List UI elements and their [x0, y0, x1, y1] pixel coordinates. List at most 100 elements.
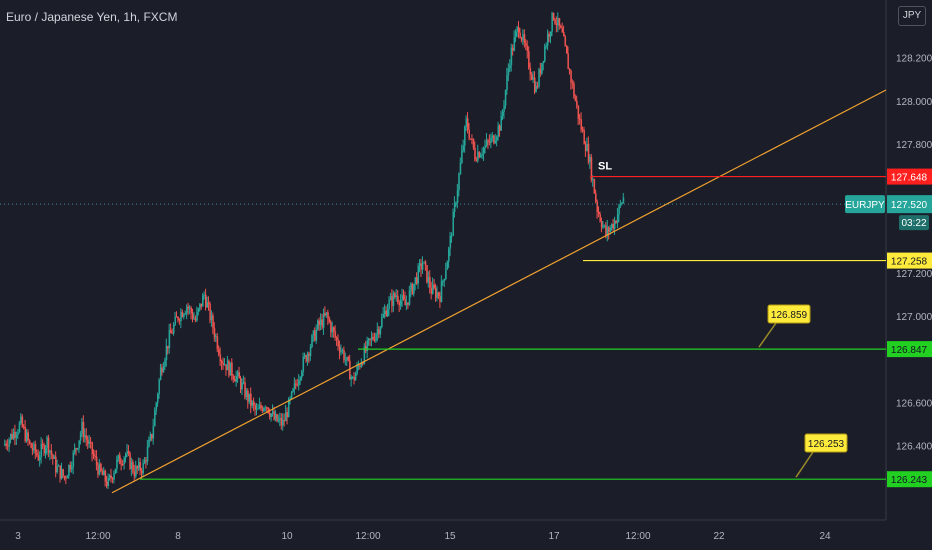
candle-body: [157, 394, 159, 403]
candle-body: [75, 448, 78, 450]
candle-body: [299, 377, 302, 381]
x-tick-label: 10: [281, 531, 293, 542]
candle-body: [167, 345, 169, 349]
candle-body: [197, 308, 200, 312]
candle-body: [330, 322, 332, 333]
candle-body: [158, 379, 160, 395]
price-label-text: 126.243: [891, 475, 928, 486]
y-tick-label: 126.400: [896, 441, 932, 452]
candle-body: [100, 463, 102, 471]
candle-body: [238, 372, 241, 379]
candle-body: [612, 223, 615, 229]
candle-body: [410, 284, 412, 291]
candle-body: [440, 281, 443, 302]
candle-body: [165, 345, 168, 361]
countdown-badge: [899, 215, 929, 231]
candle-body: [302, 356, 305, 373]
candle-body: [184, 313, 187, 315]
candle-body: [340, 350, 342, 353]
candle-body: [327, 312, 329, 319]
candle-body: [622, 197, 625, 203]
candle-body: [250, 393, 252, 406]
candle-body: [516, 27, 519, 32]
candle-body: [228, 360, 230, 376]
price-label-bg: [887, 471, 932, 488]
candle-body: [152, 426, 155, 439]
candle-body: [570, 70, 572, 83]
candle-body: [349, 360, 351, 380]
candle-body: [608, 227, 610, 233]
candle-body: [499, 125, 501, 131]
candle-body: [260, 405, 262, 409]
candle-body: [407, 302, 409, 305]
candle-body: [135, 466, 137, 477]
candle-body: [547, 34, 549, 46]
candle-body: [519, 32, 521, 38]
candle-body: [170, 330, 172, 334]
candle-body: [145, 459, 147, 462]
candle-body: [10, 434, 12, 440]
candle-body: [418, 263, 421, 266]
candle-body: [117, 455, 120, 459]
candle-body: [503, 105, 505, 112]
candle-body: [320, 319, 322, 325]
candle-body: [614, 221, 616, 229]
candle-body: [595, 193, 597, 202]
candle-body: [205, 294, 207, 308]
candle-body: [274, 414, 277, 420]
candle-body: [288, 399, 290, 418]
callout-text: 126.253: [808, 439, 845, 450]
candle-body: [123, 457, 126, 464]
y-tick-label: 126.600: [896, 398, 932, 409]
candle-body: [404, 298, 406, 306]
candle-body: [116, 458, 118, 469]
candle-body: [20, 416, 22, 424]
candle-body: [517, 27, 520, 33]
candle-body: [565, 45, 568, 54]
candle-body: [276, 414, 278, 422]
candle-body: [494, 140, 497, 144]
candle-body: [373, 339, 376, 341]
candle-body: [76, 448, 79, 450]
candle-body: [541, 62, 543, 74]
candle-body: [60, 469, 63, 479]
candle-body: [621, 202, 623, 204]
candle-body: [164, 360, 166, 367]
candle-body: [488, 141, 491, 143]
candle-body: [5, 443, 8, 446]
candle-body: [522, 34, 524, 41]
candle-body: [448, 248, 450, 262]
candle-body: [421, 263, 424, 270]
candle-body: [66, 475, 69, 479]
candle-body: [474, 147, 476, 160]
candle-body: [362, 362, 364, 364]
candle-body: [506, 75, 508, 91]
candle-body: [611, 223, 613, 228]
candle-body: [97, 464, 99, 475]
candle-body: [239, 378, 242, 390]
candle-body: [296, 384, 299, 386]
candle-body: [336, 337, 338, 340]
candle-body: [536, 85, 539, 87]
candle-body: [181, 312, 184, 317]
candle-body: [17, 432, 19, 435]
candle-body: [529, 67, 532, 75]
y-tick-label: 128.200: [896, 54, 932, 65]
candle-body: [507, 68, 510, 76]
candle-body: [542, 61, 545, 63]
candle-body: [394, 293, 396, 298]
candle-body: [408, 290, 411, 305]
price-label-bg: [887, 341, 932, 358]
candle-body: [590, 157, 593, 181]
candle-body: [34, 443, 37, 453]
candle-body: [231, 362, 233, 376]
candle-body: [63, 475, 66, 478]
currency-button[interactable]: JPY: [898, 6, 926, 26]
candle-body: [571, 82, 574, 84]
candle-body: [359, 365, 361, 367]
candle-body: [186, 306, 188, 314]
candle-body: [461, 150, 463, 163]
candle-body: [312, 330, 315, 336]
candle-body: [363, 346, 366, 364]
